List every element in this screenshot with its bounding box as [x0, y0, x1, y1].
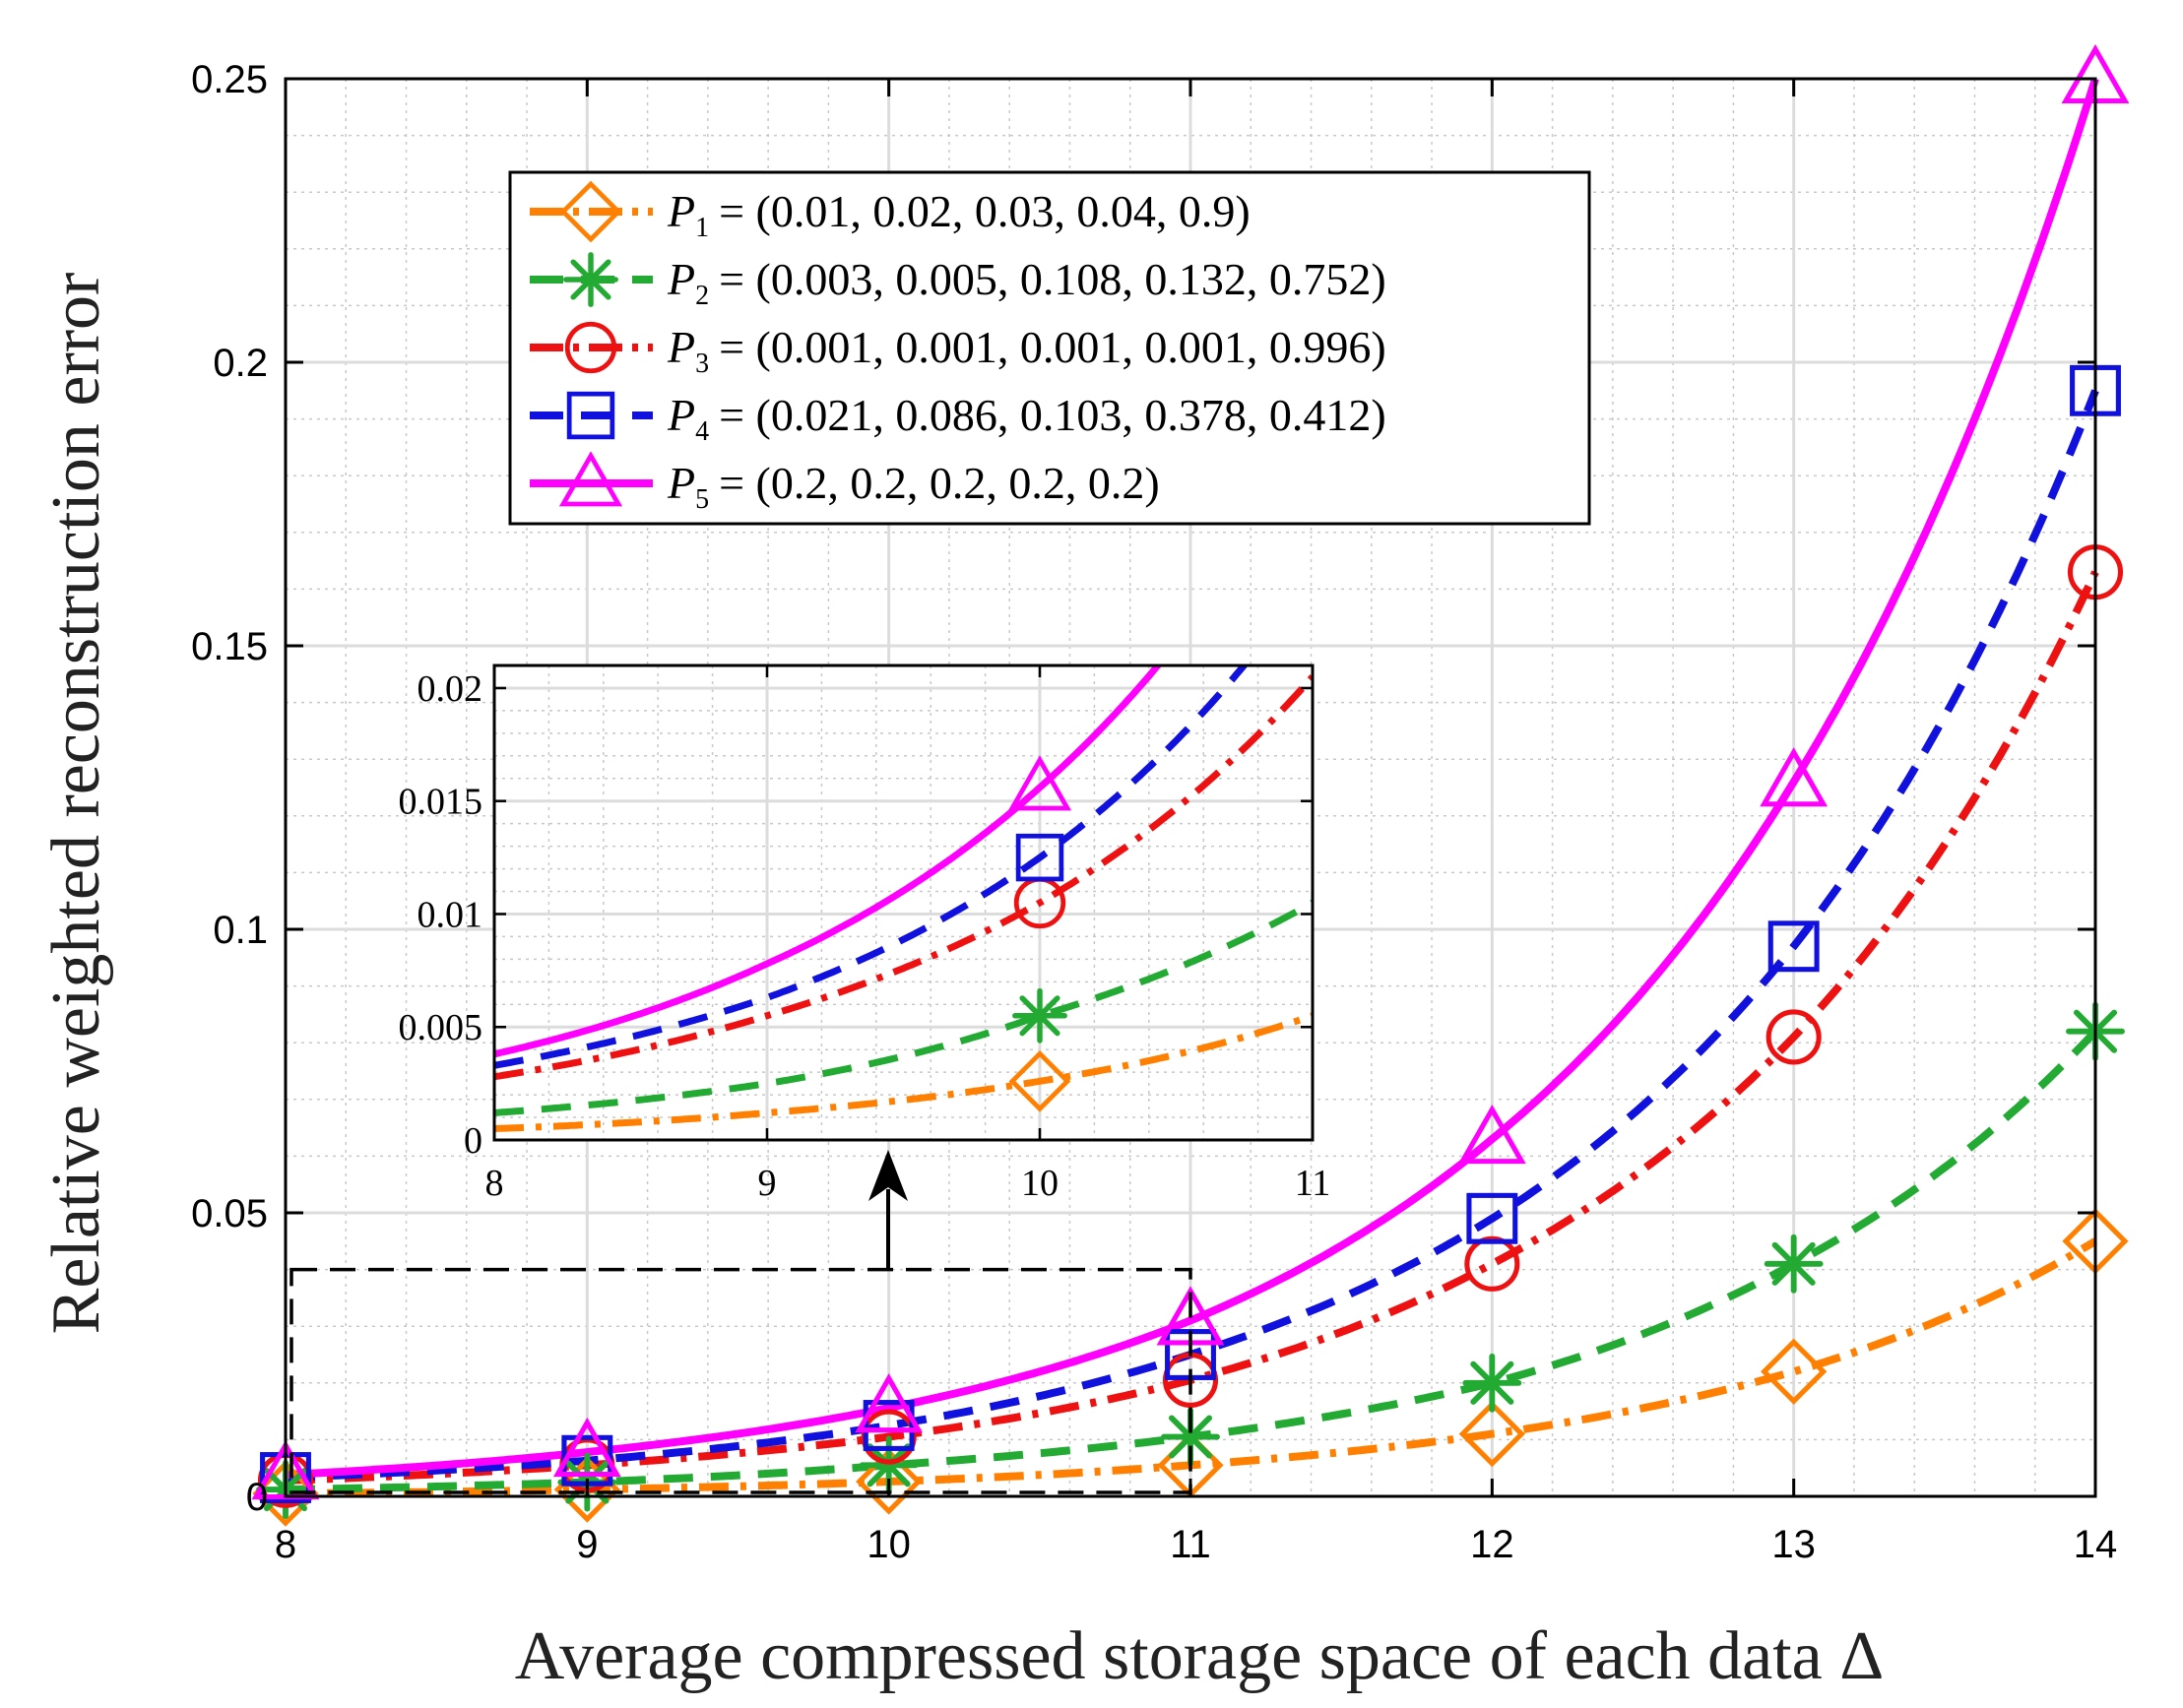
inset-line-p4	[494, 665, 1249, 1069]
inset-line-p3	[494, 674, 1313, 1081]
data-point-p5	[1760, 747, 1829, 807]
legend-marker-p1	[559, 180, 622, 243]
data-point-p2	[1764, 1234, 1824, 1294]
legend-box	[508, 170, 1591, 526]
inset-y-tick-label: 0.02	[417, 668, 483, 710]
x-tick-label: 9	[576, 1523, 598, 1566]
data-point-p4	[863, 1400, 915, 1451]
legend-marker-p4	[566, 391, 615, 440]
inset-x-tick-label: 10	[1021, 1163, 1059, 1204]
legend-label: P1 = (0.01, 0.02, 0.03, 0.04, 0.9)	[667, 186, 1251, 243]
data-point-p3	[1766, 1009, 1822, 1065]
inset-frame	[492, 664, 1315, 1142]
main-x-ticks: 8 9 10 11 12 13 14	[275, 79, 2117, 1566]
inset-point-p4	[1015, 833, 1064, 882]
inset-y-tick-label: 0	[464, 1120, 482, 1162]
legend-marker-p3	[564, 321, 617, 374]
zoom-arrow	[868, 1150, 908, 1270]
x-tick-label: 10	[867, 1523, 911, 1566]
inset-curves	[494, 665, 1313, 1132]
x-tick-label: 14	[2074, 1523, 2118, 1566]
y-tick-label: 0.05	[191, 1192, 268, 1235]
x-tick-label: 11	[1170, 1523, 1211, 1566]
main-y-ticks: 0 0.05 0.1 0.15 0.2 0.25	[191, 58, 2095, 1519]
y-tick-label: 0.15	[191, 625, 268, 668]
y-tick-label: 0.1	[213, 909, 268, 952]
legend-marker-p2	[563, 252, 618, 307]
data-point-p5	[552, 1417, 621, 1478]
legend-marker-p5	[558, 451, 623, 507]
x-tick-label: 8	[275, 1523, 296, 1566]
inset-x-ticks: 8 9 10 11	[485, 665, 1331, 1204]
data-point-p1	[1761, 1338, 1828, 1405]
data-point-p1	[1458, 1401, 1525, 1468]
x-axis-label: Average compressed storage space of each…	[515, 1618, 1885, 1694]
series-line-p5	[285, 77, 2099, 1480]
inset-line-p1	[494, 1012, 1313, 1132]
y-axis-label: Relative weighted reconstruction error	[38, 273, 114, 1335]
legend-item-p2: P2 = (0.003, 0.005, 0.108, 0.132, 0.752)	[530, 252, 1386, 311]
inset-y-tick-label: 0.005	[399, 1007, 483, 1048]
y-tick-label: 0.2	[213, 342, 268, 385]
data-point-p5	[855, 1373, 924, 1433]
inset-background	[494, 665, 1313, 1140]
inset-markers	[1007, 755, 1072, 1112]
data-point-p4	[1466, 1192, 1518, 1244]
x-tick-label: 13	[1771, 1523, 1816, 1566]
zoom-region-box	[289, 1267, 1192, 1494]
inset-y-ticks: 0 0.005 0.01 0.015 0.02	[399, 668, 1313, 1162]
legend-label: P2 = (0.003, 0.005, 0.108, 0.132, 0.752)	[667, 254, 1386, 311]
inset-y-tick-label: 0.015	[399, 782, 483, 823]
inset-point-p5	[1007, 755, 1072, 811]
legend-item-p4: P4 = (0.021, 0.086, 0.103, 0.378, 0.412)	[530, 390, 1386, 447]
inset-x-tick-label: 11	[1295, 1163, 1331, 1204]
inset-chart: 8 9 10 11 0 0.005 0.01 0.015 0.02	[399, 664, 1331, 1204]
data-point-p3	[1464, 1235, 1520, 1292]
legend-label: P5 = (0.2, 0.2, 0.2, 0.2, 0.2)	[667, 458, 1160, 515]
data-point-p5	[1457, 1104, 1526, 1165]
legend-item-p1: P1 = (0.01, 0.02, 0.03, 0.04, 0.9)	[530, 180, 1251, 243]
data-point-p4	[1767, 920, 1820, 973]
data-point-p2	[1462, 1353, 1522, 1413]
y-tick-label: 0.25	[191, 58, 268, 101]
y-tick-label: 0	[246, 1476, 268, 1519]
inset-y-tick-label: 0.01	[417, 894, 483, 935]
data-point-p1	[856, 1448, 923, 1515]
x-tick-label: 12	[1470, 1523, 1514, 1566]
inset-x-tick-label: 9	[758, 1163, 777, 1204]
inset-point-p2	[1012, 987, 1067, 1044]
legend: P1 = (0.01, 0.02, 0.03, 0.04, 0.9) P2 = (0.…	[508, 170, 1591, 526]
legend-label: P3 = (0.001, 0.001, 0.001, 0.001, 0.996)	[667, 322, 1386, 379]
legend-label: P4 = (0.021, 0.086, 0.103, 0.378, 0.412)	[667, 390, 1386, 447]
inset-x-tick-label: 8	[485, 1163, 504, 1204]
inset-line-p5	[494, 665, 1163, 1058]
legend-item-p5: P5 = (0.2, 0.2, 0.2, 0.2, 0.2)	[530, 451, 1160, 515]
legend-item-p3: P3 = (0.001, 0.001, 0.001, 0.001, 0.996)	[530, 321, 1386, 379]
inset-point-p1	[1008, 1049, 1071, 1112]
